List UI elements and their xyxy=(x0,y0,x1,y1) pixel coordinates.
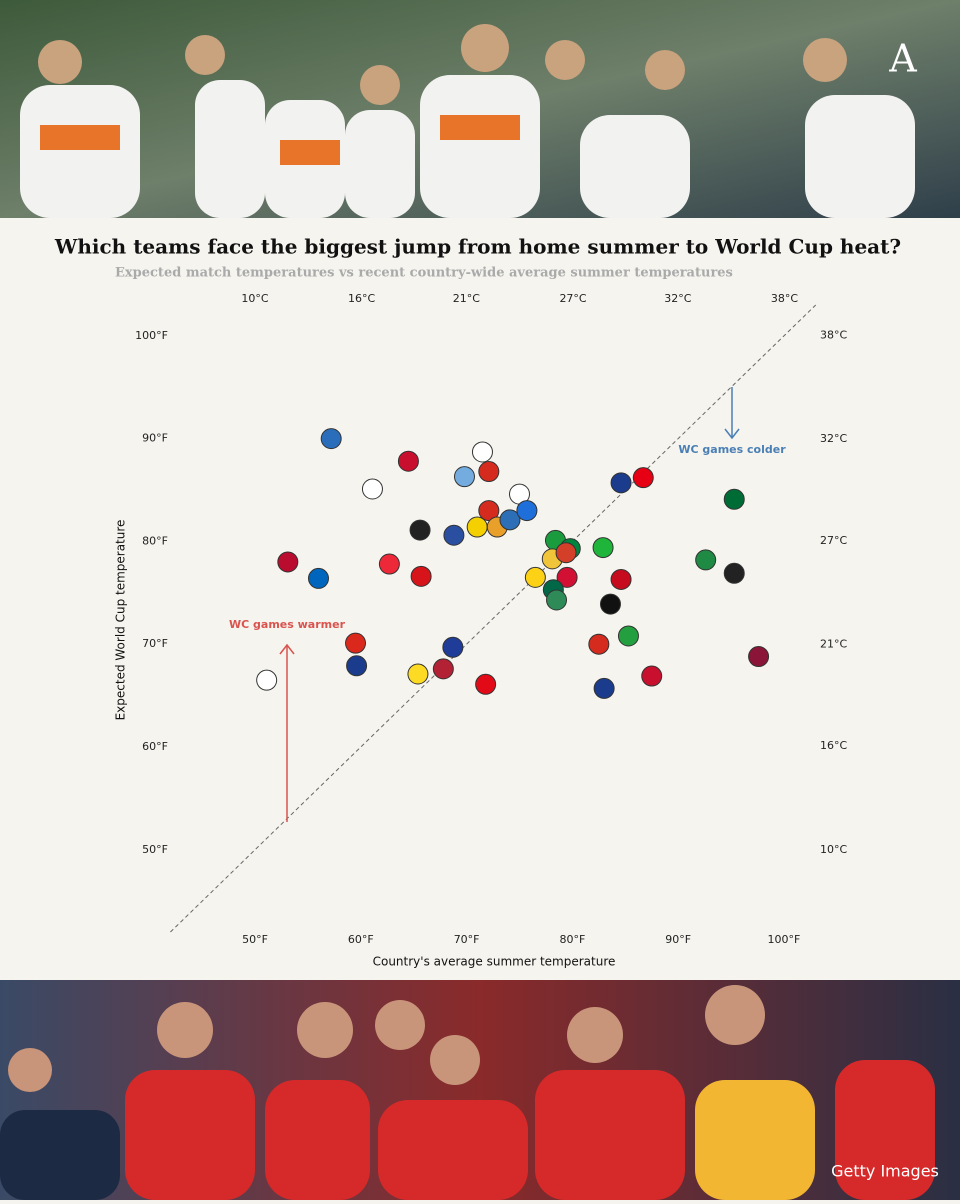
annotation: WC games colder xyxy=(678,443,786,456)
y2-tick-label: 21°C xyxy=(820,637,847,650)
x2-tick-label: 10°C xyxy=(241,292,268,305)
team-flag xyxy=(277,551,299,573)
x-tick-label: 90°F xyxy=(665,933,691,946)
team-flag xyxy=(410,565,432,587)
y-tick-label: 90°F xyxy=(142,432,168,445)
chart: Which teams face the biggest jump from h… xyxy=(54,235,901,969)
team-flag xyxy=(471,441,493,463)
team-flag xyxy=(556,566,578,588)
team-flag xyxy=(723,562,745,584)
team-flag xyxy=(409,519,431,541)
team-flag xyxy=(346,655,368,677)
warmer-arrowhead xyxy=(279,643,295,655)
y-tick-label: 100°F xyxy=(135,329,168,342)
team-flag xyxy=(516,500,538,522)
team-flag xyxy=(407,663,429,685)
y-tick-label: 50°F xyxy=(142,843,168,856)
team-flag xyxy=(453,466,475,488)
y-tick-label: 60°F xyxy=(142,740,168,753)
team-flag xyxy=(361,478,383,500)
x2-tick-label: 38°C xyxy=(771,292,798,305)
x-tick-label: 60°F xyxy=(348,933,374,946)
x-tick-label: 70°F xyxy=(454,933,480,946)
x2-tick-label: 27°C xyxy=(559,292,586,305)
team-flag xyxy=(442,636,464,658)
team-flag xyxy=(546,589,568,611)
x-tick-label: 100°F xyxy=(768,933,801,946)
team-flag xyxy=(588,633,610,655)
team-flag xyxy=(499,509,521,531)
annotation: WC games warmer xyxy=(229,618,346,631)
y-tick-label: 70°F xyxy=(142,637,168,650)
y2-tick-label: 10°C xyxy=(820,843,847,856)
y2-tick-label: 27°C xyxy=(820,534,847,547)
team-flag xyxy=(593,677,615,699)
y2-tick-label: 32°C xyxy=(820,432,847,445)
team-flag xyxy=(610,472,632,494)
chart-title: Which teams face the biggest jump from h… xyxy=(54,235,901,259)
team-flag xyxy=(256,669,278,691)
equal-temperature-line xyxy=(170,304,817,933)
svg-text:A: A xyxy=(888,37,917,81)
y-tick-label: 80°F xyxy=(142,534,168,547)
team-flag xyxy=(308,567,330,589)
team-flag xyxy=(617,625,639,647)
team-flag xyxy=(475,673,497,695)
colder-arrowhead xyxy=(724,428,740,440)
bottom-photo: Getty Images xyxy=(0,980,960,1200)
team-flag xyxy=(378,553,400,575)
team-flag xyxy=(599,593,621,615)
team-flag xyxy=(748,646,770,668)
team-flag xyxy=(466,516,488,538)
team-flag xyxy=(320,428,342,450)
y2-tick-label: 16°C xyxy=(820,739,847,752)
team-flag xyxy=(478,461,500,483)
top-photo: A xyxy=(0,0,960,218)
team-flag xyxy=(632,467,654,489)
team-flag xyxy=(723,488,745,510)
team-flag xyxy=(432,658,454,680)
x-axis-label: Country's average summer temperature xyxy=(373,955,616,969)
x2-tick-label: 21°C xyxy=(453,292,480,305)
team-flag xyxy=(478,500,500,522)
team-flag xyxy=(610,568,632,590)
x-tick-label: 80°F xyxy=(559,933,585,946)
team-flag xyxy=(524,566,546,588)
team-flag xyxy=(695,549,717,571)
x2-tick-label: 16°C xyxy=(348,292,375,305)
team-flag xyxy=(555,542,577,564)
x-tick-label: 50°F xyxy=(242,933,268,946)
team-flag xyxy=(641,665,663,687)
team-flag xyxy=(443,524,465,546)
team-flag xyxy=(345,632,367,654)
chart-subtitle: Expected match temperatures vs recent co… xyxy=(115,266,733,281)
y2-tick-label: 38°C xyxy=(820,328,847,341)
team-flag xyxy=(592,537,614,559)
x2-tick-label: 32°C xyxy=(664,292,691,305)
team-flag xyxy=(397,450,419,472)
photo-credit: Getty Images xyxy=(831,1162,939,1181)
y-axis-label: Expected World Cup temperature xyxy=(114,520,128,721)
